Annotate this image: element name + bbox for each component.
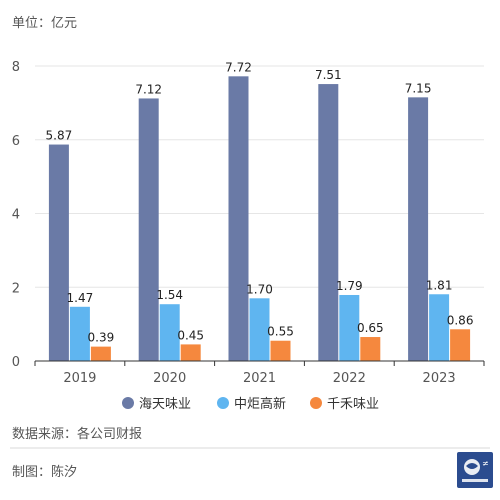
y-tick-label: 6 [12, 134, 20, 149]
bar [339, 294, 360, 361]
bar [180, 344, 201, 361]
bar [48, 144, 69, 361]
credit-note: 制图：陈汐 [12, 464, 77, 480]
brand-logo: ≠ [457, 452, 493, 488]
bar [159, 304, 180, 361]
x-tick-label: 2021 [243, 371, 276, 386]
unit-label: 单位：亿元 [12, 16, 77, 31]
y-tick-label: 8 [12, 60, 20, 75]
legend-label: 海天味业 [139, 397, 191, 412]
data-label: 1.70 [246, 282, 273, 296]
data-label: 0.39 [88, 331, 115, 345]
data-label: 1.47 [67, 291, 94, 305]
data-label: 5.87 [46, 129, 73, 143]
bar [69, 306, 90, 361]
x-tick-label: 2019 [63, 371, 96, 386]
legend: 海天味业 中炬高新 千禾味业 [122, 396, 379, 412]
x-axis-ticks: 2019 2020 2021 2022 2023 [34, 361, 485, 386]
bar [318, 84, 339, 361]
data-label: 7.51 [315, 68, 342, 82]
svg-text:≠: ≠ [482, 459, 489, 468]
bar [408, 97, 429, 361]
data-labels: 5.87 1.47 0.39 7.12 1.54 0.45 7.72 1.70 0.55 7.51… [46, 60, 474, 344]
x-tick-label: 2022 [333, 371, 366, 386]
bar [360, 337, 381, 361]
data-label: 7.15 [405, 81, 432, 95]
bar [228, 76, 249, 361]
data-label: 0.45 [177, 328, 204, 342]
data-label: 0.86 [447, 313, 474, 327]
bar [270, 340, 291, 361]
bar [90, 346, 111, 361]
legend-label: 千禾味业 [327, 397, 379, 412]
legend-marker [310, 397, 322, 409]
data-label: 0.65 [357, 321, 384, 335]
data-label: 1.81 [426, 278, 453, 292]
data-label: 0.55 [267, 325, 294, 339]
bar [138, 98, 159, 361]
x-tick-label: 2020 [153, 371, 186, 386]
y-tick-label: 4 [12, 208, 20, 223]
data-label: 1.54 [156, 288, 183, 302]
data-label: 7.72 [225, 60, 252, 74]
bars [48, 76, 471, 361]
bar [249, 298, 270, 361]
data-label: 7.12 [135, 82, 162, 96]
data-label: 1.79 [336, 279, 363, 293]
y-tick-label: 2 [12, 281, 20, 296]
bar [450, 329, 471, 361]
x-tick-label: 2023 [423, 371, 456, 386]
source-note: 数据来源：各公司财报 [12, 426, 142, 442]
legend-label: 中炬高新 [234, 396, 286, 412]
bar [429, 294, 450, 361]
legend-marker [122, 397, 134, 409]
y-axis-ticks: 0 2 4 6 8 [12, 60, 20, 370]
legend-marker [217, 397, 229, 409]
y-tick-label: 0 [12, 355, 20, 370]
